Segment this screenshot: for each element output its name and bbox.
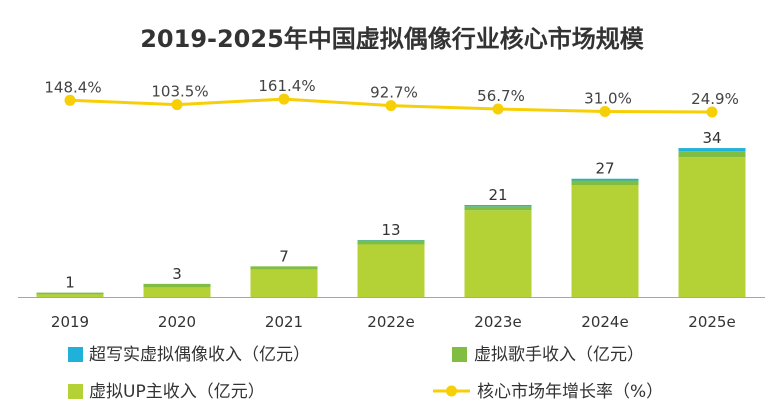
legend-label-virtual-singer: 虚拟歌手收入（亿元）: [474, 345, 644, 365]
bar-segment-virtual-singer-2023e: [464, 206, 532, 211]
x-tick-label-2025e: 2025e: [688, 313, 735, 331]
growth-rate-line-group: 148.4% 103.5% 161.4% 92.7% 56.7% 31.0% 24.9%: [44, 77, 739, 118]
x-tick-label-2023e: 2023e: [474, 313, 521, 331]
growth-rate-marker-2025e: [706, 106, 718, 118]
bar-total-label-2022e: 13: [381, 221, 400, 239]
bar-segment-hyperreal-idol-2024e: [571, 178, 639, 181]
bar-segment-hyperreal-idol-2023e: [464, 205, 532, 207]
bar-segment-virtual-up-host-2020: [143, 287, 211, 297]
growth-rate-label-2021: 161.4%: [258, 77, 315, 95]
bar-segment-hyperreal-idol-2025e: [678, 148, 746, 152]
legend-label-hyperreal-idol: 超写实虚拟偶像收入（亿元）: [89, 345, 310, 365]
bar-segment-virtual-up-host-2025e: [678, 157, 746, 297]
legend-item-growth-rate: 核心市场年增长率（%）: [433, 382, 663, 402]
bar-segment-virtual-singer-2019: [36, 292, 104, 295]
bar-segment-virtual-singer-2022e: [357, 240, 425, 245]
legend-label-virtual-up-host: 虚拟UP主收入（亿元）: [89, 382, 265, 402]
growth-rate-label-2022e: 92.7%: [370, 84, 418, 102]
growth-rate-marker-2024e: [599, 105, 611, 117]
x-tick-label-2020: 2020: [158, 313, 196, 331]
bar-segment-virtual-singer-2025e: [678, 151, 746, 158]
bar-total-label-2023e: 21: [488, 186, 507, 204]
bar-segment-virtual-up-host-2021: [250, 269, 318, 297]
legend-item-hyperreal-idol: 超写实虚拟偶像收入（亿元）: [68, 345, 310, 365]
bar-segment-virtual-up-host-2024e: [571, 185, 639, 297]
growth-rate-marker-2019: [64, 94, 76, 106]
legend-swatch-virtual-up-host: [68, 384, 83, 399]
legend: 超写实虚拟偶像收入（亿元） 虚拟歌手收入（亿元） 虚拟UP主收入（亿元） 核心市…: [68, 345, 663, 402]
growth-rate-marker-2020: [171, 99, 183, 111]
legend-item-virtual-singer: 虚拟歌手收入（亿元）: [452, 345, 644, 365]
growth-rate-label-2020: 103.5%: [151, 83, 208, 101]
bar-total-label-2021: 7: [279, 247, 289, 265]
x-tick-label-2024e: 2024e: [581, 313, 628, 331]
x-axis-tick-labels: 2019 2020 2021 2022e 2023e 2024e 2025e: [51, 313, 736, 331]
growth-rate-marker-2021: [278, 93, 290, 105]
bar-total-label-2020: 3: [172, 265, 182, 283]
legend-swatch-growth-rate-marker: [446, 385, 457, 397]
chart-title: 2019-2025年中国虚拟偶像行业核心市场规模: [140, 25, 645, 53]
bar-segment-virtual-up-host-2019: [36, 294, 104, 297]
growth-rate-label-2025e: 24.9%: [691, 90, 739, 108]
growth-rate-label-2023e: 56.7%: [477, 87, 525, 105]
bar-segment-virtual-singer-2020: [143, 283, 211, 288]
bar-total-label-2024e: 27: [595, 160, 614, 178]
bar-segment-virtual-singer-2021: [250, 266, 318, 270]
growth-rate-marker-2023e: [492, 103, 504, 115]
growth-rate-label-2019: 148.4%: [44, 78, 101, 96]
bar-total-label-2025e: 34: [702, 129, 721, 147]
legend-swatch-hyperreal-idol: [68, 347, 83, 362]
bar-segment-virtual-singer-2024e: [571, 180, 639, 186]
legend-swatch-virtual-singer: [452, 347, 467, 362]
bar-total-label-2019: 1: [65, 274, 75, 292]
x-tick-label-2022e: 2022e: [367, 313, 414, 331]
bar-segment-virtual-up-host-2023e: [464, 210, 532, 297]
x-tick-label-2019: 2019: [51, 313, 89, 331]
legend-label-growth-rate: 核心市场年增长率（%）: [477, 382, 663, 402]
legend-item-virtual-up-host: 虚拟UP主收入（亿元）: [68, 382, 265, 402]
growth-rate-label-2024e: 31.0%: [584, 89, 632, 107]
x-tick-label-2021: 2021: [265, 313, 303, 331]
bar-segment-virtual-up-host-2022e: [357, 244, 425, 297]
growth-rate-marker-2022e: [385, 100, 397, 112]
